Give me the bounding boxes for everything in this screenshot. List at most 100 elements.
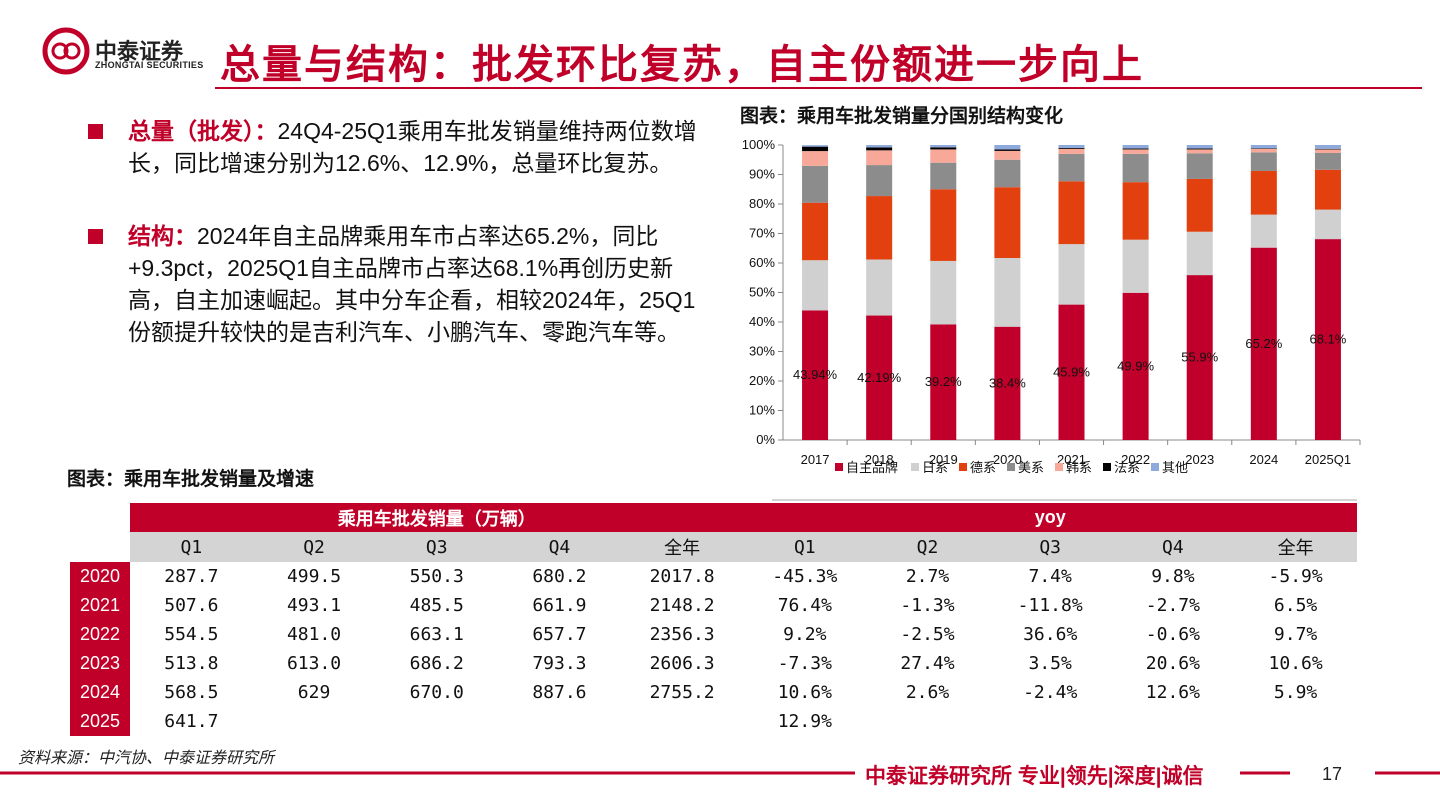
table-cell: -45.3% [772,566,838,587]
legend-swatch [911,463,919,471]
table-cell: -0.6% [1145,624,1200,645]
bar-segment [1058,148,1085,154]
page-number: 17 [1322,764,1343,784]
table-cell: 613.0 [286,653,342,674]
bar-segment [994,145,1021,150]
table-cell: 680.2 [532,566,587,587]
table-cell: -1.3% [900,595,955,616]
bar-segment [802,310,829,440]
table-cell: 2356.3 [649,624,715,645]
bar-segment [1250,247,1277,440]
footer-slogan: 中泰证券研究所 专业|领先|深度|诚信 [865,765,1204,788]
legend-label: 日系 [922,460,948,475]
y-tick-label: 80% [749,196,775,211]
bar-segment [1186,178,1213,232]
x-tick-label: 2022 [1121,452,1150,467]
table-cell: -11.8% [1017,595,1083,616]
table-cell: 3.5% [1028,653,1072,674]
bullet: 总量（批发）：24Q4-25Q1乘用车批发销量维持两位数增长，同比增速分别为12… [88,115,698,179]
data-label: 65.2% [1245,336,1282,351]
table-cell: 657.7 [532,624,587,645]
y-tick-label: 60% [749,255,775,270]
table-cell: 36.6% [1023,624,1078,645]
logo-subtext: ZHONGTAI SECURITIES [95,60,204,70]
bar-segment [930,189,957,261]
bar-segment [1122,145,1149,149]
bar-segment [994,159,1021,188]
bar-segment [1122,149,1149,154]
logo-icon [63,42,81,60]
table-cell: 12.6% [1145,682,1200,703]
table-cell: -7.3% [777,653,832,674]
table-title: 图表：乘用车批发销量及增速 [67,469,315,490]
bar-segment [1250,148,1277,149]
bar-segment [1314,148,1341,150]
logo-icon [42,27,90,75]
table-cell: -2.7% [1145,595,1200,616]
column-header: Q4 [1111,532,1235,562]
bar-segment [1186,231,1213,276]
row-header: 2022 [70,620,130,649]
column-header: Q1 [743,532,867,562]
bar-segment [866,147,893,151]
bar-segment [1186,275,1213,440]
table-cell: 568.5 [164,682,219,703]
table-cell: 7.4% [1028,566,1072,587]
y-tick-label: 40% [749,314,775,329]
bar-segment [1058,145,1085,148]
table-cell: 10.6% [777,682,832,703]
bar-segment [1314,209,1341,240]
table-row: 2024 568.5 629 670.0 887.6 2755.2 10.6% 2.6% -2.… [70,678,1357,707]
row-header: 2023 [70,649,130,678]
bar-segment [1122,182,1149,240]
bar-segment [1250,145,1277,149]
bullet-text: 24Q4-25Q1乘用车批发销量维持两位数增长，同比增速分别为12.6%、12.… [128,118,697,176]
logo-icon [51,42,69,60]
bar-segment [930,260,957,325]
bar-segment [1122,148,1149,150]
x-tick-label: 2017 [801,452,830,467]
column-header: Q4 [498,532,621,562]
table-cell: -2.5% [900,624,955,645]
table-cell: 554.5 [164,624,219,645]
header-group: yoy [743,503,1357,532]
bar-segment [1058,304,1085,440]
bar-segment [1250,152,1277,171]
table-cell [866,707,989,736]
y-tick-label: 50% [749,285,775,300]
column-header: Q2 [866,532,989,562]
table-row: 2022 554.5 481.0 663.1 657.7 2356.3 9.2% -2.5% 3… [70,620,1357,649]
x-tick-label: 2018 [865,452,894,467]
table-cell: 793.3 [532,653,587,674]
data-label: 39.2% [925,374,962,389]
y-tick-label: 0% [756,432,775,447]
bar-segment [994,149,1021,151]
bar-segment [994,326,1021,440]
header-row: 乘用车批发销量（万辆） yoy [70,503,1357,532]
y-tick-label: 100% [742,137,776,152]
bar-segment [802,145,829,147]
bar-segment [802,260,829,311]
table-cell: 287.7 [164,566,219,587]
row-header: 2021 [70,591,130,620]
table-cell: 2.7% [905,566,950,587]
legend-label: 韩系 [1066,460,1092,475]
data-label: 49.9% [1117,358,1154,373]
bar-segment [1314,169,1341,210]
x-tick-label: 2019 [929,452,958,467]
bar-segment [994,187,1021,258]
bullet-label: 结构： [128,223,197,249]
bar-segment [802,165,829,203]
table-row: 2020 287.7 499.5 550.3 680.2 2017.8 -45.3% 2.7%… [70,562,1357,591]
table-cell: 663.1 [409,624,464,645]
bar-segment [1186,153,1213,179]
bar-segment [1186,148,1213,150]
table-cell [989,707,1112,736]
table-cell: 2148.2 [649,595,715,616]
table-cell: 550.3 [409,566,464,587]
legend-swatch [1055,463,1063,471]
chart: 0% 10% 20% 30% 40% 50% 60% 70% 80% 90% 100% 2017 43.… [742,137,1361,475]
data-label: 68.1% [1310,332,1347,347]
